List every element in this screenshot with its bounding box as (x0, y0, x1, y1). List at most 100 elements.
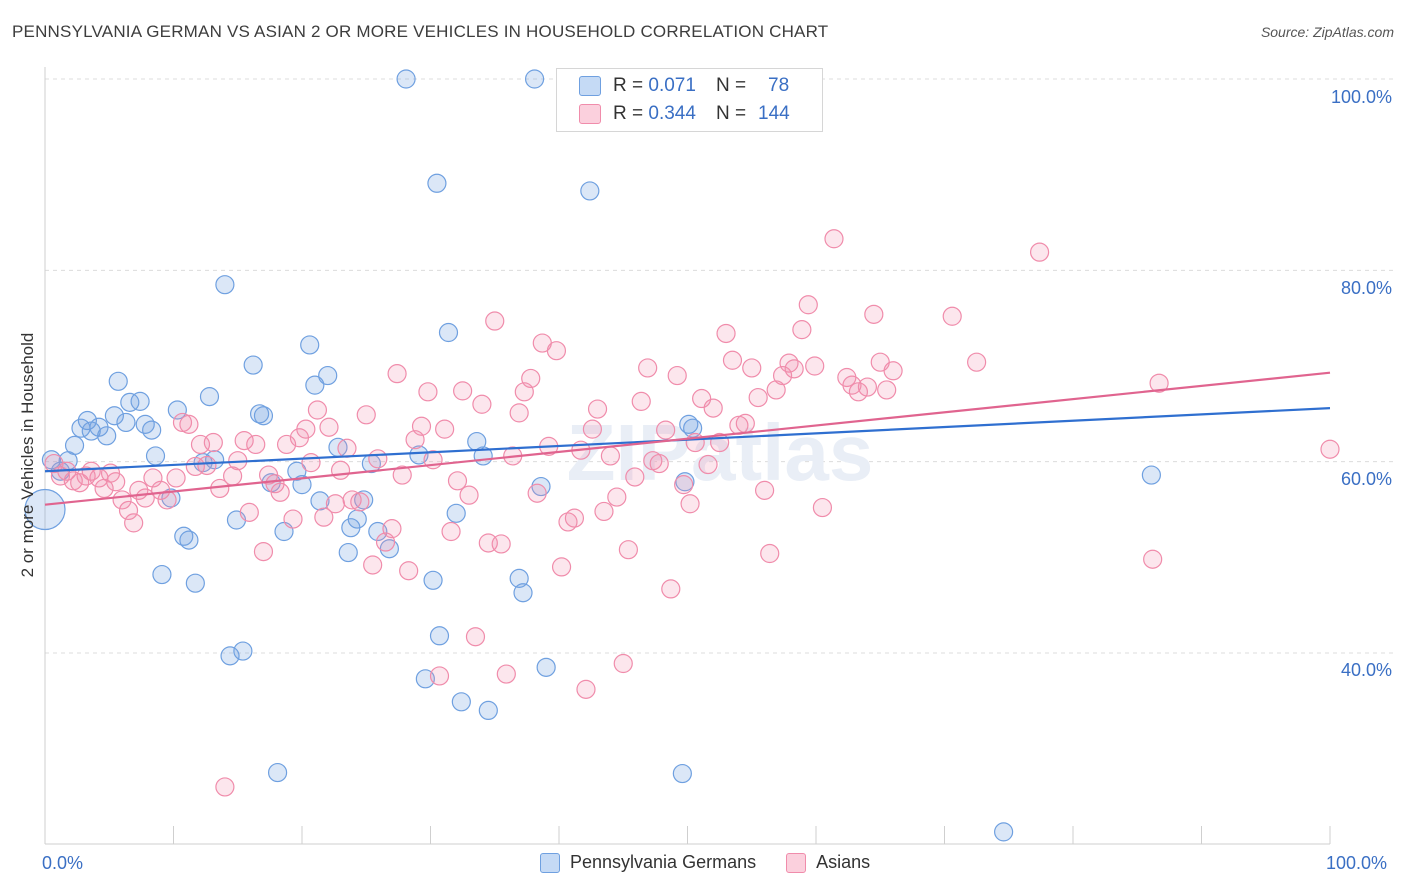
point-asians-130[interactable] (864, 304, 884, 324)
point-asians-12[interactable] (118, 500, 139, 521)
point-pennsylvania-germans-25[interactable] (199, 387, 220, 407)
point-pennsylvania-germans-10[interactable] (104, 406, 124, 426)
point-asians-72[interactable] (491, 534, 511, 554)
point-pennsylvania-germans-73[interactable] (679, 414, 699, 434)
point-asians-17[interactable] (151, 480, 171, 500)
point-pennsylvania-germans-64[interactable] (513, 583, 533, 603)
point-asians-68[interactable] (465, 627, 486, 647)
point-asians-96[interactable] (638, 358, 658, 378)
point-pennsylvania-germans-16[interactable] (142, 420, 162, 440)
point-asians-10[interactable] (106, 472, 126, 492)
point-asians-27[interactable] (215, 777, 235, 797)
point-asians-52[interactable] (368, 449, 388, 469)
point-asians-71[interactable] (485, 311, 505, 331)
point-pennsylvania-germans-33[interactable] (253, 406, 274, 426)
point-asians-93[interactable] (618, 540, 638, 560)
point-asians-45[interactable] (325, 494, 346, 514)
point-pennsylvania-germans-18[interactable] (152, 564, 172, 585)
point-asians-81[interactable] (546, 341, 567, 361)
point-asians-113[interactable] (742, 358, 762, 378)
point-asians-49[interactable] (350, 492, 370, 512)
point-pennsylvania-germans-13[interactable] (120, 392, 140, 412)
point-pennsylvania-germans-9[interactable] (97, 426, 117, 446)
point-asians-40[interactable] (296, 419, 316, 439)
point-asians-123[interactable] (805, 356, 825, 376)
point-asians-43[interactable] (314, 507, 334, 527)
point-asians-38[interactable] (283, 509, 303, 529)
point-asians-121[interactable] (792, 320, 812, 340)
point-asians-102[interactable] (674, 475, 694, 495)
point-asians-13[interactable] (124, 513, 144, 533)
point-asians-91[interactable] (607, 487, 627, 507)
point-asians-135[interactable] (967, 352, 987, 372)
point-asians-18[interactable] (157, 490, 177, 510)
point-asians-125[interactable] (824, 229, 844, 249)
point-asians-137[interactable] (1143, 549, 1163, 569)
point-pennsylvania-germans-46[interactable] (347, 509, 367, 529)
point-asians-32[interactable] (246, 434, 266, 455)
point-asians-84[interactable] (564, 508, 585, 528)
point-asians-21[interactable] (179, 414, 199, 434)
point-asians-119[interactable] (779, 353, 799, 373)
point-asians-107[interactable] (703, 398, 723, 418)
point-asians-95[interactable] (631, 391, 651, 411)
point-asians-109[interactable] (716, 323, 736, 344)
point-pennsylvania-germans-30[interactable] (233, 641, 253, 661)
point-pennsylvania-germans-68[interactable] (580, 181, 600, 201)
point-asians-128[interactable] (848, 382, 869, 402)
point-pennsylvania-germans-0[interactable] (24, 488, 66, 531)
legend-item-asians[interactable]: Asians (786, 852, 870, 873)
point-asians-36[interactable] (270, 482, 290, 502)
point-pennsylvania-germans-38[interactable] (292, 475, 312, 495)
point-pennsylvania-germans-17[interactable] (145, 446, 166, 466)
point-pennsylvania-germans-52[interactable] (409, 445, 429, 465)
point-asians-129[interactable] (857, 377, 878, 397)
point-asians-63[interactable] (435, 419, 455, 439)
point-asians-106[interactable] (698, 454, 718, 475)
point-pennsylvania-germans-71[interactable] (672, 763, 692, 784)
point-asians-73[interactable] (496, 664, 516, 684)
point-pennsylvania-germans-14[interactable] (130, 391, 150, 411)
point-asians-82[interactable] (551, 557, 572, 577)
point-asians-62[interactable] (429, 666, 450, 686)
point-pennsylvania-germans-23[interactable] (185, 573, 205, 593)
point-asians-19[interactable] (166, 468, 186, 488)
point-asians-30[interactable] (234, 431, 254, 451)
point-asians-67[interactable] (459, 485, 479, 505)
point-asians-92[interactable] (613, 653, 633, 674)
point-asians-46[interactable] (330, 460, 351, 480)
point-asians-94[interactable] (625, 467, 645, 487)
point-asians-55[interactable] (387, 364, 407, 384)
point-asians-51[interactable] (363, 555, 383, 575)
point-asians-88[interactable] (587, 399, 608, 419)
point-pennsylvania-germans-55[interactable] (427, 173, 447, 193)
point-pennsylvania-germans-27[interactable] (215, 275, 235, 295)
point-pennsylvania-germans-11[interactable] (108, 371, 128, 391)
point-asians-78[interactable] (527, 483, 547, 503)
point-asians-56[interactable] (392, 465, 412, 485)
point-asians-60[interactable] (418, 382, 438, 402)
point-pennsylvania-germans-44[interactable] (338, 542, 358, 563)
point-asians-64[interactable] (441, 521, 461, 542)
point-pennsylvania-germans-57[interactable] (438, 322, 459, 343)
point-pennsylvania-germans-35[interactable] (267, 762, 288, 783)
point-asians-101[interactable] (667, 365, 687, 386)
point-asians-6[interactable] (81, 461, 101, 481)
point-asians-31[interactable] (239, 502, 259, 522)
point-pennsylvania-germans-20[interactable] (167, 400, 187, 420)
point-pennsylvania-germans-76[interactable] (994, 822, 1014, 842)
point-asians-24[interactable] (197, 455, 217, 476)
point-asians-132[interactable] (877, 380, 897, 400)
point-asians-122[interactable] (798, 295, 818, 315)
point-asians-124[interactable] (812, 497, 833, 518)
point-asians-90[interactable] (600, 446, 621, 466)
point-asians-89[interactable] (594, 501, 614, 522)
point-pennsylvania-germans-63[interactable] (509, 568, 529, 588)
point-asians-133[interactable] (883, 361, 903, 381)
point-pennsylvania-germans-39[interactable] (300, 335, 320, 355)
point-pennsylvania-germans-49[interactable] (368, 521, 388, 542)
point-pennsylvania-germans-65[interactable] (524, 69, 545, 89)
point-asians-112[interactable] (735, 413, 755, 433)
point-asians-57[interactable] (399, 561, 419, 581)
point-asians-41[interactable] (301, 453, 321, 473)
